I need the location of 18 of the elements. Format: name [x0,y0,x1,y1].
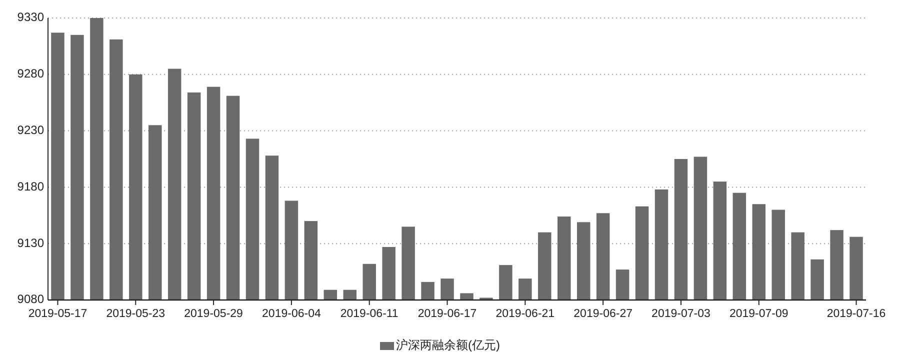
x-tick-label: 2019-06-17 [418,308,477,320]
y-tick-label: 9330 [17,10,44,24]
y-tick-label: 9230 [17,122,44,137]
x-tick-label: 2019-06-27 [574,308,632,320]
x-tick-label: 2019-05-23 [106,308,166,320]
x-tick-label: 2019-05-29 [184,308,243,320]
y-tick-label: 9080 [17,292,44,306]
y-tick-label: 9130 [17,236,44,250]
y-tick-label: 9280 [17,66,44,81]
x-tick-label: 2019-07-03 [652,308,710,320]
x-tick-label: 2019-06-11 [340,308,398,320]
x-tick-label: 2019-05-17 [28,308,88,320]
x-tick-label: 2019-06-21 [496,308,555,320]
x-tick-label: 2019-07-16 [826,308,886,320]
y-tick-label: 9180 [17,179,44,194]
x-tick-label: 2019-06-04 [262,308,322,320]
x-tick-label: 2019-07-09 [729,308,788,320]
legend-label: 沪深两融余额(亿元) [396,338,500,352]
